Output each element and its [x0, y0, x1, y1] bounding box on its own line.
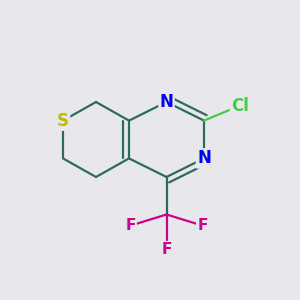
Text: S: S: [57, 112, 69, 130]
Text: Cl: Cl: [231, 97, 249, 115]
Text: F: F: [197, 218, 208, 233]
Text: N: N: [197, 149, 211, 167]
Text: F: F: [125, 218, 136, 233]
Text: N: N: [160, 93, 173, 111]
Text: F: F: [161, 242, 172, 257]
